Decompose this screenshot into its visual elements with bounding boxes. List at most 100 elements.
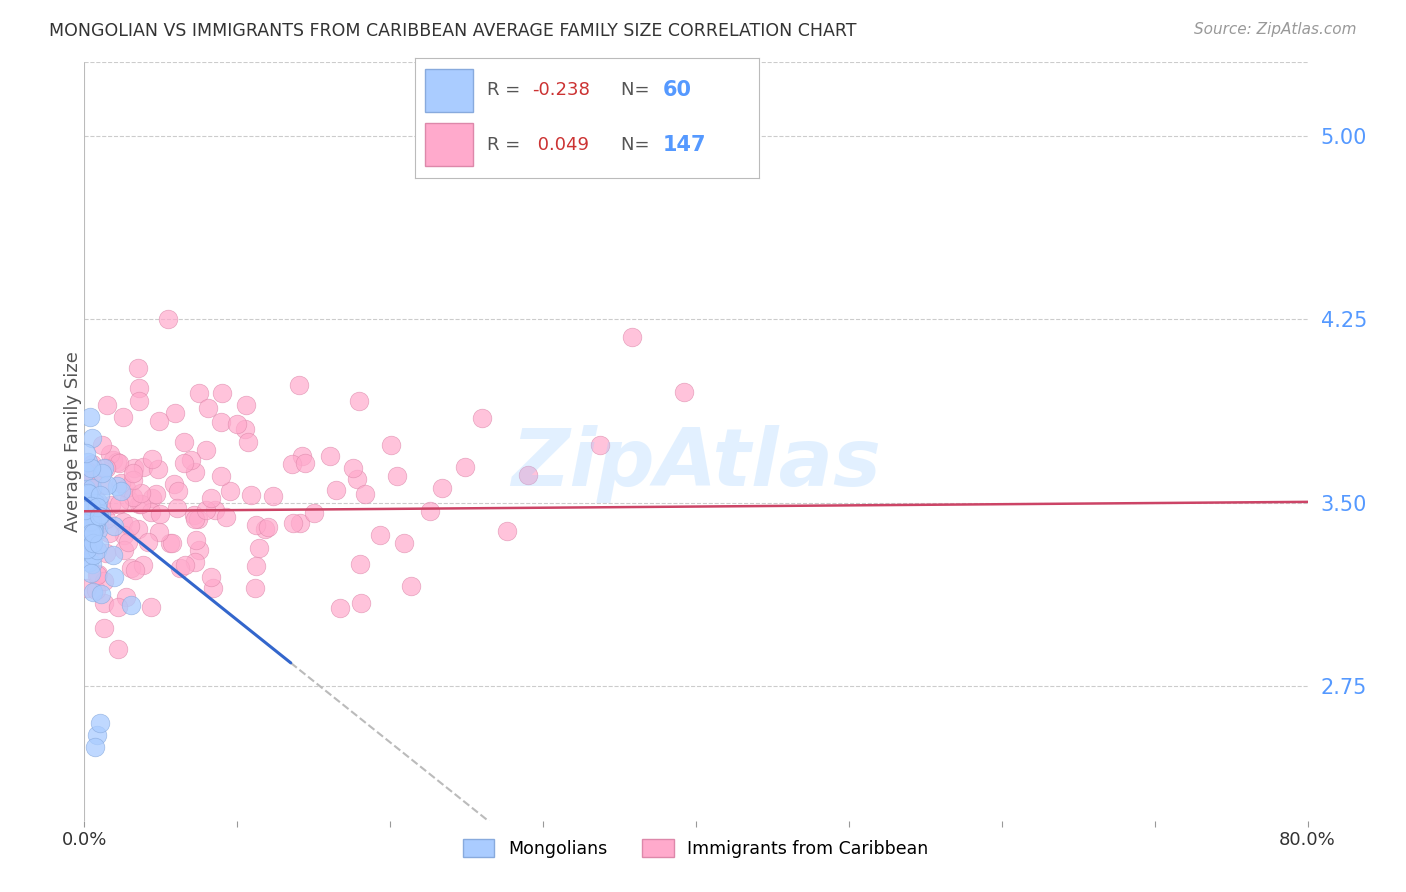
Point [173, 434, 195, 449]
Point [131, 459, 153, 474]
Point [159, 535, 181, 549]
Point [80, 525, 103, 540]
Point [108, 456, 131, 470]
Point [201, 581, 224, 595]
Point [197, 401, 219, 415]
Point [96, 398, 118, 412]
Point [294, 456, 316, 470]
Point [204, 503, 226, 517]
Point [83, 524, 105, 538]
Point [141, 600, 163, 615]
Text: ZipAtlas: ZipAtlas [510, 425, 882, 503]
Point [211, 385, 233, 400]
Point [368, 527, 391, 541]
Point [80, 541, 103, 555]
Point [87, 523, 110, 537]
Point [325, 483, 347, 498]
Point [214, 510, 236, 524]
Point [80, 482, 103, 496]
Point [82, 457, 104, 471]
Point [115, 482, 138, 496]
Point [76, 541, 98, 556]
Point [257, 519, 280, 533]
Point [128, 381, 150, 395]
Point [121, 473, 143, 487]
Point [145, 486, 167, 500]
Point [245, 559, 267, 574]
Point [82, 549, 104, 563]
Point [183, 508, 205, 522]
Text: R =: R = [486, 81, 526, 100]
Point [107, 497, 129, 511]
Point [124, 563, 146, 577]
Point [80, 499, 103, 513]
Point [79, 410, 101, 425]
Point [87, 494, 110, 508]
Point [103, 549, 125, 563]
Point [89, 516, 111, 531]
Point [75, 519, 97, 533]
Point [139, 505, 162, 519]
Point [77, 487, 100, 501]
Point [90, 587, 112, 601]
Point [80, 431, 103, 445]
Point [76, 464, 98, 478]
Point [349, 558, 371, 572]
Point [146, 461, 169, 475]
Point [91, 438, 114, 452]
Point [87, 566, 110, 581]
Point [288, 516, 311, 530]
Point [157, 312, 180, 326]
Point [84, 513, 107, 527]
Point [112, 528, 135, 542]
Point [148, 414, 170, 428]
Point [107, 642, 129, 657]
Point [392, 536, 415, 550]
Point [166, 501, 188, 516]
Point [122, 466, 145, 480]
Point [84, 740, 107, 755]
Point [93, 461, 115, 475]
Point [302, 507, 325, 521]
Text: Source: ZipAtlas.com: Source: ZipAtlas.com [1194, 22, 1357, 37]
Point [281, 457, 304, 471]
Point [93, 574, 115, 588]
Text: 147: 147 [662, 135, 706, 154]
Point [96, 460, 118, 475]
Point [115, 590, 138, 604]
Point [87, 501, 110, 516]
Point [112, 515, 135, 529]
Point [111, 410, 134, 425]
Point [184, 533, 207, 548]
Point [117, 535, 139, 549]
Point [93, 621, 115, 635]
Point [387, 468, 409, 483]
Point [80, 514, 103, 528]
Point [430, 481, 453, 495]
Point [80, 557, 103, 571]
Legend: Mongolians, Immigrants from Caribbean: Mongolians, Immigrants from Caribbean [457, 832, 935, 865]
Point [517, 468, 540, 483]
FancyBboxPatch shape [425, 69, 474, 112]
Point [122, 460, 145, 475]
Point [354, 487, 377, 501]
Point [186, 512, 208, 526]
Point [118, 492, 141, 507]
Point [127, 361, 149, 376]
Point [105, 454, 128, 468]
Point [82, 518, 104, 533]
Point [165, 407, 187, 421]
Point [496, 524, 519, 539]
Point [200, 570, 222, 584]
Point [75, 465, 97, 479]
Point [96, 478, 118, 492]
Point [672, 384, 695, 399]
Point [188, 385, 211, 400]
Point [454, 460, 477, 475]
Point [200, 491, 222, 505]
Point [112, 542, 135, 557]
Point [194, 443, 217, 458]
Point [82, 516, 104, 531]
Point [173, 456, 195, 470]
Point [183, 465, 205, 479]
